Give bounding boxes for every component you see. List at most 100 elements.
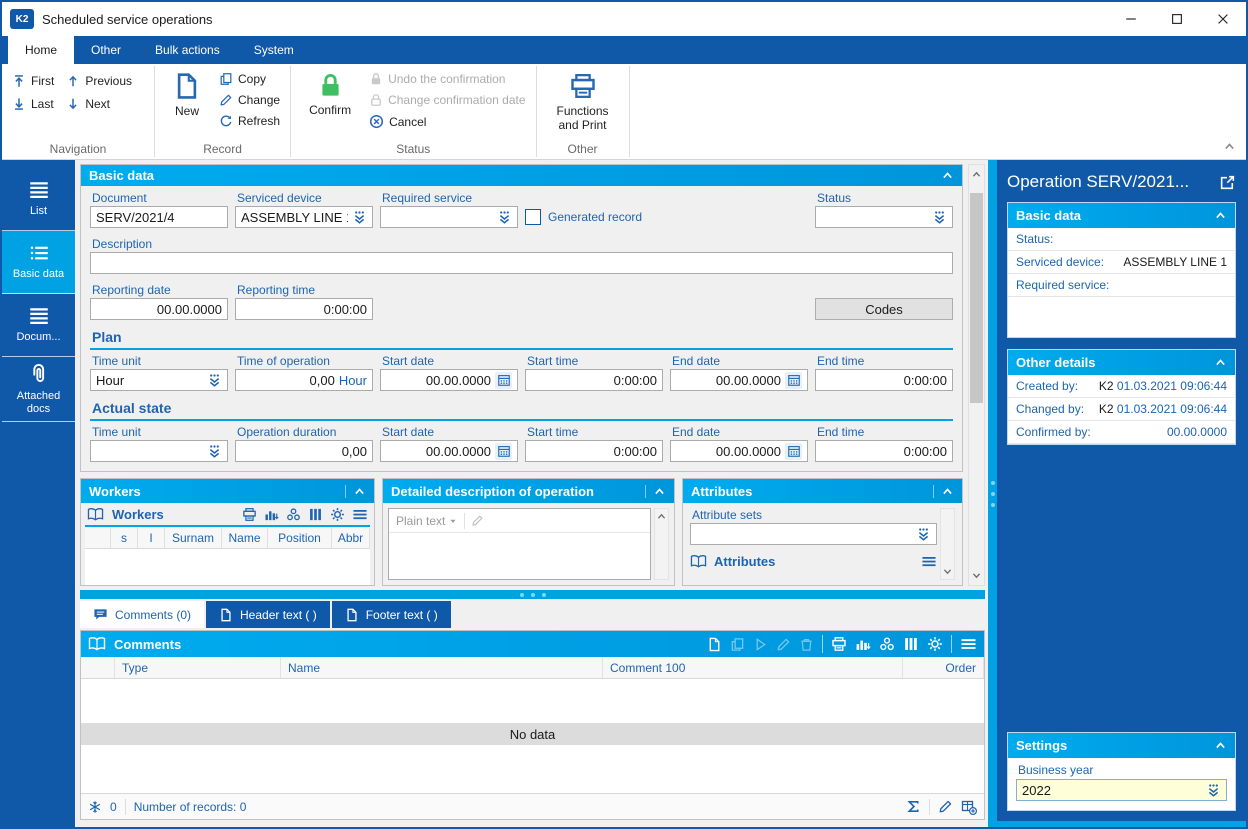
horizontal-splitter[interactable] bbox=[80, 590, 985, 599]
columns-icon[interactable] bbox=[903, 636, 919, 652]
first-button[interactable]: First bbox=[12, 74, 54, 88]
plan-end-date-field[interactable]: 00.00.0000 bbox=[670, 369, 808, 391]
column-header[interactable]: Order bbox=[903, 657, 984, 678]
status-field[interactable] bbox=[815, 206, 953, 228]
plan-end-time-field[interactable]: 0:00:00 bbox=[815, 369, 953, 391]
wheel-icon[interactable] bbox=[286, 507, 301, 522]
collapse-section-button[interactable] bbox=[1214, 356, 1227, 369]
maximize-button[interactable] bbox=[1154, 2, 1200, 36]
copy-button[interactable]: Copy bbox=[219, 72, 280, 86]
column-header[interactable]: Comment 100 bbox=[603, 657, 903, 678]
dropdown-icon[interactable] bbox=[352, 210, 367, 225]
table-add-icon[interactable] bbox=[961, 799, 977, 815]
column-header[interactable]: Name bbox=[281, 657, 603, 678]
vertical-splitter[interactable] bbox=[988, 160, 997, 827]
menu-icon[interactable] bbox=[352, 507, 368, 522]
column-header[interactable]: s bbox=[111, 528, 138, 548]
change-button[interactable]: Change bbox=[219, 93, 280, 107]
tab-footer-text[interactable]: Footer text ( ) bbox=[331, 601, 451, 628]
dropdown-icon[interactable] bbox=[207, 373, 222, 388]
new-button[interactable]: New bbox=[165, 70, 209, 141]
document-input[interactable] bbox=[96, 209, 222, 225]
plan-start-date-field[interactable]: 00.00.0000 bbox=[380, 369, 518, 391]
description-field[interactable] bbox=[90, 252, 953, 274]
actual-time-unit-field[interactable] bbox=[90, 440, 228, 462]
scrollbar-thumb[interactable] bbox=[970, 193, 983, 403]
gear-icon[interactable] bbox=[330, 507, 345, 522]
chart-icon[interactable] bbox=[264, 507, 279, 522]
required-service-field[interactable] bbox=[380, 206, 518, 228]
description-scrollbar[interactable] bbox=[654, 508, 669, 580]
minimize-button[interactable] bbox=[1108, 2, 1154, 36]
generated-record-checkbox[interactable] bbox=[525, 209, 541, 225]
attribute-sets-field[interactable] bbox=[690, 523, 937, 545]
collapse-section-button[interactable] bbox=[645, 484, 666, 498]
print-icon[interactable] bbox=[242, 507, 257, 522]
delete-record-icon[interactable] bbox=[799, 637, 814, 652]
tab-system[interactable]: System bbox=[253, 43, 294, 57]
change-confirmation-date-button[interactable]: Change confirmation date bbox=[369, 93, 526, 107]
pencil-icon[interactable] bbox=[938, 799, 953, 814]
columns-icon[interactable] bbox=[308, 507, 323, 522]
sidebar-item-documents[interactable]: Docum... bbox=[2, 294, 75, 357]
column-header[interactable]: Surnam bbox=[165, 528, 222, 548]
actual-end-time-field[interactable]: 0:00:00 bbox=[815, 440, 953, 462]
column-header[interactable]: Name bbox=[222, 528, 268, 548]
chart-icon[interactable] bbox=[855, 636, 871, 652]
description-text-area[interactable] bbox=[389, 533, 650, 579]
print-icon[interactable] bbox=[831, 636, 847, 652]
collapse-section-button[interactable] bbox=[941, 169, 954, 182]
tab-home[interactable]: Home bbox=[8, 36, 75, 64]
column-header[interactable]: Position bbox=[268, 528, 332, 548]
previous-button[interactable]: Previous bbox=[66, 74, 132, 88]
collapse-ribbon-button[interactable] bbox=[1223, 140, 1236, 153]
reporting-date-field[interactable]: 00.00.0000 bbox=[90, 298, 228, 320]
serviced-device-field[interactable]: ASSEMBLY LINE 1 bbox=[235, 206, 373, 228]
calendar-icon[interactable] bbox=[495, 442, 512, 460]
close-button[interactable] bbox=[1200, 2, 1246, 36]
column-header[interactable]: Abbr bbox=[332, 528, 370, 548]
copy-record-icon[interactable] bbox=[730, 637, 745, 652]
calendar-icon[interactable] bbox=[785, 371, 802, 389]
plan-time-unit-field[interactable]: Hour bbox=[90, 369, 228, 391]
sidebar-item-list[interactable]: List bbox=[2, 168, 75, 231]
plain-text-mode-button[interactable]: Plain text bbox=[396, 514, 458, 528]
column-header[interactable]: I bbox=[138, 528, 165, 548]
cancel-button[interactable]: Cancel bbox=[369, 114, 525, 129]
external-link-icon[interactable] bbox=[1219, 174, 1236, 191]
last-button[interactable]: Last bbox=[12, 97, 54, 111]
collapse-section-button[interactable] bbox=[1214, 739, 1227, 752]
gear-icon[interactable] bbox=[927, 636, 943, 652]
new-record-icon[interactable] bbox=[707, 637, 722, 652]
sidebar-item-attached-docs[interactable]: Attached docs bbox=[2, 357, 75, 423]
wheel-icon[interactable] bbox=[879, 636, 895, 652]
plan-start-time-field[interactable]: 0:00:00 bbox=[525, 369, 663, 391]
collapse-section-button[interactable] bbox=[933, 484, 954, 498]
functions-and-print-button[interactable]: Functions and Print bbox=[547, 70, 619, 141]
form-scrollbar[interactable] bbox=[968, 164, 985, 586]
pencil-icon[interactable] bbox=[471, 514, 484, 527]
actual-operation-duration-field[interactable]: 0,00 bbox=[235, 440, 373, 462]
workers-grid-body[interactable] bbox=[85, 549, 370, 585]
codes-button[interactable]: Codes bbox=[815, 298, 953, 320]
menu-icon[interactable] bbox=[921, 554, 937, 569]
actual-start-date-field[interactable]: 00.00.0000 bbox=[380, 440, 518, 462]
reporting-time-field[interactable]: 0:00:00 bbox=[235, 298, 373, 320]
confirm-button[interactable]: Confirm bbox=[301, 70, 359, 141]
actual-end-date-field[interactable]: 00.00.0000 bbox=[670, 440, 808, 462]
column-header[interactable]: Type bbox=[115, 657, 281, 678]
dropdown-icon[interactable] bbox=[1206, 783, 1221, 798]
calendar-icon[interactable] bbox=[495, 371, 512, 389]
attributes-scrollbar[interactable] bbox=[940, 508, 955, 580]
undo-confirmation-button[interactable]: Undo the confirmation bbox=[369, 72, 525, 86]
description-input[interactable] bbox=[96, 255, 947, 271]
comments-grid-body[interactable]: No data bbox=[81, 679, 984, 793]
collapse-section-button[interactable] bbox=[345, 484, 366, 498]
tab-comments[interactable]: Comments (0) bbox=[80, 601, 205, 628]
open-record-icon[interactable] bbox=[753, 637, 768, 652]
dropdown-icon[interactable] bbox=[932, 210, 947, 225]
tab-bulk-actions[interactable]: Bulk actions bbox=[155, 43, 220, 57]
tab-other[interactable]: Other bbox=[91, 43, 122, 57]
dropdown-icon[interactable] bbox=[916, 527, 931, 542]
refresh-button[interactable]: Refresh bbox=[219, 114, 280, 128]
